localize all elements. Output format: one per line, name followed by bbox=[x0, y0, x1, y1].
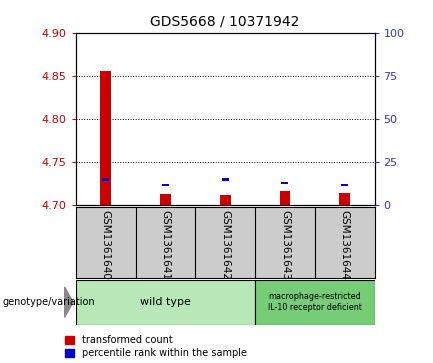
Bar bbox=[255, 280, 375, 325]
Bar bbox=[160, 194, 171, 205]
Bar bbox=[220, 195, 230, 205]
Bar bbox=[339, 193, 350, 205]
Text: wild type: wild type bbox=[140, 297, 191, 307]
Bar bbox=[100, 72, 111, 205]
Bar bbox=[102, 178, 109, 181]
Polygon shape bbox=[65, 287, 73, 317]
Text: GSM1361640: GSM1361640 bbox=[100, 210, 111, 280]
Bar bbox=[222, 178, 229, 181]
Text: GSM1361641: GSM1361641 bbox=[160, 210, 171, 280]
Text: GSM1361644: GSM1361644 bbox=[339, 210, 350, 280]
Text: genotype/variation: genotype/variation bbox=[2, 297, 95, 307]
Title: GDS5668 / 10371942: GDS5668 / 10371942 bbox=[151, 15, 300, 29]
Bar bbox=[341, 184, 348, 186]
Text: GSM1361642: GSM1361642 bbox=[220, 210, 230, 280]
Legend: transformed count, percentile rank within the sample: transformed count, percentile rank withi… bbox=[65, 335, 247, 358]
Bar bbox=[76, 280, 255, 325]
Text: macrophage-restricted
IL-10 receptor deficient: macrophage-restricted IL-10 receptor def… bbox=[268, 292, 362, 312]
Bar bbox=[281, 182, 288, 184]
Bar bbox=[162, 184, 169, 186]
Text: GSM1361643: GSM1361643 bbox=[280, 210, 290, 280]
Bar bbox=[280, 191, 290, 205]
